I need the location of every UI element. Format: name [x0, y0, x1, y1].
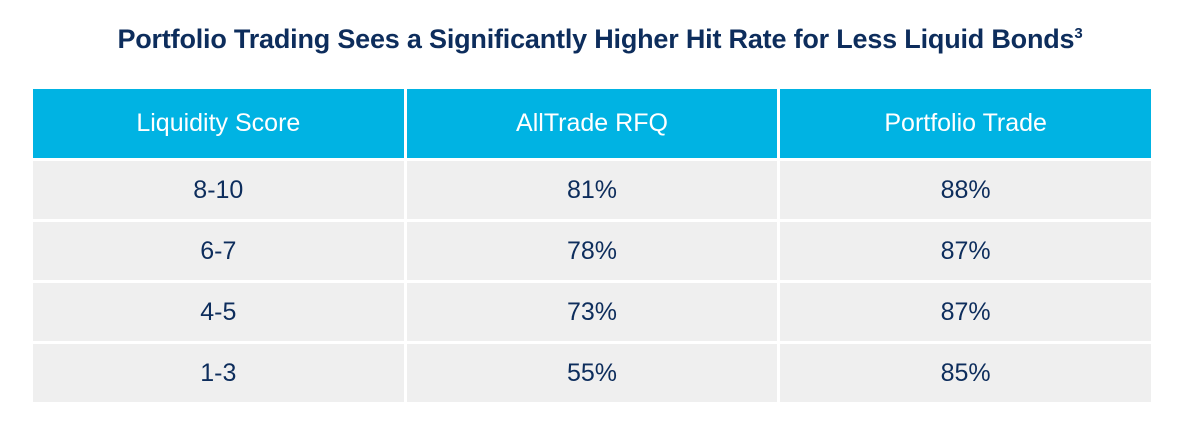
table-row: 4-5 73% 87% [33, 283, 1151, 341]
header-portfolio-trade: Portfolio Trade [780, 89, 1151, 158]
liquidity-score-cell: 1-3 [33, 344, 404, 402]
header-alltrade-rfq: AllTrade RFQ [406, 89, 778, 158]
alltrade-rfq-cell: 78% [406, 222, 778, 280]
liquidity-score-cell: 6-7 [33, 222, 404, 280]
alltrade-rfq-cell: 73% [406, 283, 778, 341]
table-header-row: Liquidity Score AllTrade RFQ Portfolio T… [33, 89, 1151, 158]
alltrade-rfq-cell: 55% [406, 344, 778, 402]
liquidity-score-cell: 8-10 [33, 161, 404, 219]
table-row: 8-10 81% 88% [33, 161, 1151, 219]
header-liquidity-score: Liquidity Score [33, 89, 404, 158]
title-footnote-marker: 3 [1074, 25, 1083, 42]
table-row: 1-3 55% 85% [33, 344, 1151, 402]
liquidity-score-cell: 4-5 [33, 283, 404, 341]
portfolio-trade-cell: 88% [780, 161, 1151, 219]
portfolio-trade-cell: 85% [780, 344, 1151, 402]
portfolio-trade-cell: 87% [780, 222, 1151, 280]
chart-title-text: Portfolio Trading Sees a Significantly H… [117, 24, 1075, 54]
chart-title: Portfolio Trading Sees a Significantly H… [0, 24, 1200, 55]
table-row: 6-7 78% 87% [33, 222, 1151, 280]
hit-rate-table: Liquidity Score AllTrade RFQ Portfolio T… [30, 86, 1154, 405]
portfolio-trade-cell: 87% [780, 283, 1151, 341]
alltrade-rfq-cell: 81% [406, 161, 778, 219]
